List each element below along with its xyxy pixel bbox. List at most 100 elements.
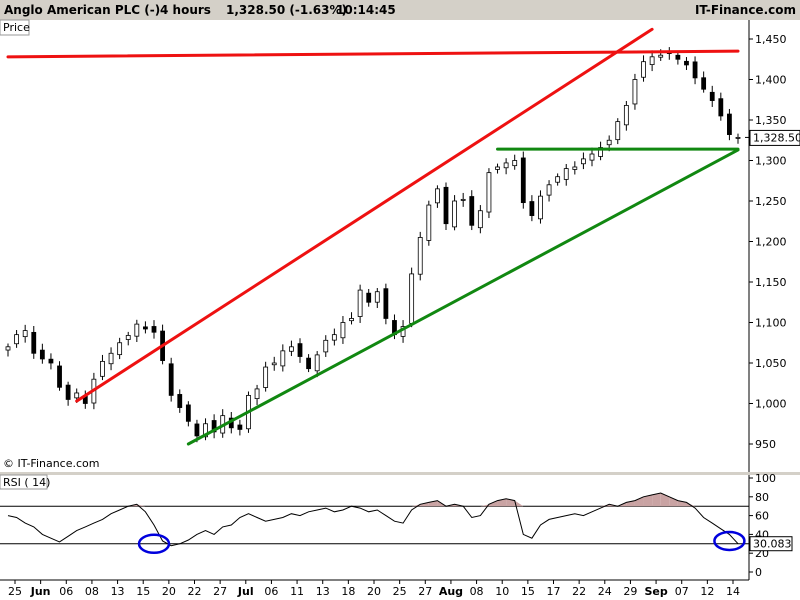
candle-body <box>460 198 466 201</box>
watermark: © IT-Finance.com <box>3 457 100 470</box>
candle <box>692 56 698 85</box>
candle-body <box>563 168 569 180</box>
candle-body <box>374 291 380 303</box>
candle <box>435 185 440 208</box>
price-axis-tick-label: 1,000 <box>755 398 787 411</box>
x-axis-tick-label: 10 <box>495 585 509 598</box>
candle-body <box>366 292 372 303</box>
candle-body <box>718 98 724 117</box>
trendlines <box>6 27 740 446</box>
candle-body <box>675 54 681 60</box>
candle <box>383 283 389 325</box>
price-axis-tick-label: 1,450 <box>755 33 787 46</box>
candle <box>185 401 191 427</box>
candle <box>280 344 286 372</box>
candle-body <box>185 404 191 422</box>
candle-body <box>203 423 208 438</box>
candle-body <box>117 342 123 356</box>
price-panel <box>0 20 800 472</box>
x-axis-tick-label: Sep <box>644 585 667 598</box>
rsi-highlight-circle[interactable] <box>713 530 746 552</box>
candle <box>581 152 586 170</box>
x-axis <box>0 580 800 600</box>
price-axis-tick-label: 950 <box>755 438 776 451</box>
candle-body <box>331 334 337 341</box>
x-axis-tick-label: 13 <box>111 585 125 598</box>
price-candles <box>5 47 741 443</box>
candle <box>374 288 380 309</box>
candle-body <box>31 331 37 354</box>
candle-body <box>177 394 183 408</box>
candle-body <box>108 352 114 365</box>
candle <box>263 361 269 392</box>
x-axis-tick-label: 25 <box>8 585 22 598</box>
support-trendline[interactable] <box>186 148 740 446</box>
candle <box>641 55 646 82</box>
candle <box>563 164 569 186</box>
rsi-last-label: 30.083 <box>753 538 792 551</box>
rsi-fill-segment <box>514 500 524 507</box>
resistance-trendline[interactable] <box>75 27 654 403</box>
candle-body <box>443 186 449 225</box>
candle-body <box>280 350 286 367</box>
candle <box>108 347 114 371</box>
x-axis-tick-label: 13 <box>316 585 330 598</box>
candle <box>477 205 483 234</box>
rsi-line <box>7 492 739 547</box>
x-axis-tick-label: 08 <box>85 585 99 598</box>
candle-body <box>340 322 346 339</box>
candle-body <box>452 200 457 228</box>
title-bar <box>0 0 800 20</box>
candle-body <box>606 139 612 146</box>
candle-body <box>486 172 492 213</box>
x-axis-tick-label: 20 <box>162 585 176 598</box>
x-axis-tick-label: Jun <box>30 585 51 598</box>
candle <box>323 335 329 357</box>
candle-body <box>417 237 423 275</box>
candle-body <box>615 121 621 141</box>
x-axis-tick-label: 27 <box>213 585 227 598</box>
candle-body <box>74 392 80 399</box>
candle <box>684 57 689 70</box>
x-axis-tick-label: 15 <box>136 585 150 598</box>
candle-body <box>520 157 526 204</box>
candle <box>151 320 157 339</box>
last-price-marker <box>749 129 800 146</box>
price-label-box <box>0 19 30 36</box>
candle-body <box>143 326 148 330</box>
x-axis-tick-label: 08 <box>470 585 484 598</box>
x-axis-tick-label: 24 <box>598 585 612 598</box>
candle <box>22 324 28 343</box>
x-axis-tick-label: 17 <box>547 585 561 598</box>
x-axis-tick-label: 20 <box>367 585 381 598</box>
quote-time: 10:14:45 <box>336 3 396 17</box>
candle-body <box>5 346 11 351</box>
candle-body <box>658 54 664 58</box>
candle-body <box>409 273 415 324</box>
candle-body <box>529 201 535 216</box>
candle-body <box>555 176 561 183</box>
price-axis-tick-label: 1,350 <box>755 114 787 127</box>
rsi-highlight-circle[interactable] <box>137 533 171 555</box>
x-axis-tick-label: 07 <box>675 585 689 598</box>
candle <box>520 151 526 209</box>
candle <box>417 231 423 281</box>
rsi-axis-tick-label: 60 <box>755 510 769 523</box>
candle-body <box>589 153 595 161</box>
candle <box>701 71 707 93</box>
candle-body <box>168 363 174 396</box>
candle <box>452 195 457 231</box>
x-axis-tick-label: 14 <box>726 585 740 598</box>
candle <box>271 356 277 371</box>
quote: 1,328.50 (-1.63%) <box>226 3 347 17</box>
candle <box>572 161 578 175</box>
candle-body <box>39 349 45 360</box>
candle-body <box>598 147 603 157</box>
candle-body <box>323 339 329 353</box>
candle-body <box>383 288 389 319</box>
candle <box>727 108 732 141</box>
candle <box>134 319 140 343</box>
candle-body <box>125 335 131 340</box>
candle-body <box>709 91 715 101</box>
